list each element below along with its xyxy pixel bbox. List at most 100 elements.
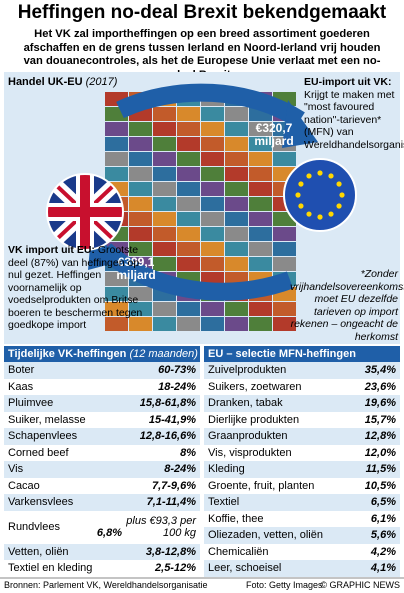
row-label: Cacao	[8, 479, 40, 492]
table-row: Varkensvlees 7,1-11,4%	[4, 494, 200, 511]
container	[225, 257, 248, 271]
container	[201, 302, 224, 316]
container	[201, 122, 224, 136]
container	[249, 152, 272, 166]
row-label: Varkensvlees	[8, 496, 74, 509]
value: 7,1-11,4%	[146, 496, 196, 509]
value: 15,7%	[364, 413, 396, 426]
row-label: Chemicaliën	[208, 545, 269, 558]
value: 18-24%	[158, 380, 196, 393]
value: 4,2%	[370, 545, 396, 558]
container	[225, 197, 248, 211]
container	[249, 302, 272, 316]
container	[129, 197, 152, 211]
container	[177, 242, 200, 256]
container	[153, 197, 176, 211]
row-value: 15,7%	[365, 414, 396, 426]
row-label: Kaas	[8, 380, 34, 393]
table-row: Chemicaliën 4,2%	[204, 543, 400, 560]
container	[153, 212, 176, 226]
table-row: Corned beef 8%	[4, 444, 200, 461]
star	[328, 211, 334, 217]
star	[317, 214, 323, 220]
row-label: Oliezaden, vetten, oliën	[208, 529, 323, 542]
row-label: Textiel en kleding	[8, 562, 93, 575]
container	[177, 317, 200, 331]
row-label: Suikers, zoetwaren	[208, 380, 302, 393]
table-row: Dierlijke produkten 15,7%	[204, 411, 400, 428]
value: 12,0%	[364, 446, 396, 459]
table-row: Boter 60-73%	[4, 362, 200, 379]
row-value: 8-24%	[164, 463, 196, 475]
table-row: Suikers, zoetwaren 23,6%	[204, 378, 400, 395]
star	[306, 173, 312, 179]
value: 19,6%	[364, 397, 396, 410]
row-value: 8%	[180, 447, 196, 459]
row-label: Textiel	[208, 496, 240, 509]
container	[153, 257, 176, 271]
subtitle: Het VK zal importheffingen op een breed …	[23, 28, 381, 81]
row-value: 5,6%	[371, 529, 396, 541]
container	[105, 302, 128, 316]
value-note: plus €93,3 per 100 kg	[126, 515, 196, 539]
container	[153, 107, 176, 121]
container	[225, 227, 248, 241]
flow-label: €320,7 miljard	[254, 121, 294, 148]
value: 35,4%	[364, 364, 396, 377]
photo-credit: Foto: Getty Images	[246, 580, 323, 590]
row-value: 4,2%	[371, 546, 396, 558]
value: 12,8-16,6%	[139, 430, 196, 443]
container	[129, 317, 152, 331]
row-label: Koffie, thee	[208, 512, 264, 525]
table-row: Schapenvlees 12,8-16,6%	[4, 428, 200, 445]
header-bar	[204, 346, 400, 362]
container	[153, 152, 176, 166]
trade-title: Handel UK-EU (2017)	[8, 76, 118, 88]
row-label: Dierlijke produkten	[208, 413, 300, 426]
container	[129, 302, 152, 316]
row-value: 11,5%	[366, 463, 396, 475]
container	[153, 242, 176, 256]
container	[129, 152, 152, 166]
row-value: 23,6%	[365, 381, 396, 393]
title: Heffingen no-deal Brexit bekendgemaakt	[17, 2, 387, 23]
row-value: 6,5%	[371, 496, 396, 508]
container	[225, 167, 248, 181]
table-row: Oliezaden, vetten, oliën 5,6%	[204, 527, 400, 544]
header-bar	[4, 346, 200, 362]
container	[201, 212, 224, 226]
container	[153, 182, 176, 196]
container	[177, 257, 200, 271]
value: 11,5%	[365, 463, 396, 476]
star	[298, 203, 304, 209]
table-row: Graanprodukten 12,8%	[204, 428, 400, 445]
table-row: Vis, visprodukten 12,0%	[204, 444, 400, 461]
row-value: 6,1%	[371, 513, 396, 525]
row-label: Rundvlees	[8, 521, 60, 533]
row-label: Suiker, melasse	[8, 413, 86, 426]
container	[177, 167, 200, 181]
container	[249, 137, 272, 151]
container	[225, 212, 248, 226]
container	[249, 227, 272, 241]
container	[153, 302, 176, 316]
container	[129, 227, 152, 241]
container	[177, 182, 200, 196]
container	[129, 287, 152, 301]
container	[249, 167, 272, 181]
container	[225, 107, 248, 121]
container	[201, 152, 224, 166]
row-value: 35,4%	[365, 364, 396, 376]
table-row: Pluimvee 15,8-61,8%	[4, 395, 200, 412]
credit: © GRAPHIC NEWS	[320, 580, 400, 590]
star	[306, 211, 312, 217]
star	[295, 192, 301, 198]
row-label: Vis, visprodukten	[208, 446, 292, 459]
container	[177, 137, 200, 151]
table-row: Kleding 11,5%	[204, 461, 400, 478]
star	[339, 192, 345, 198]
container	[225, 182, 248, 196]
row-value: 2,5-12%	[155, 562, 196, 574]
table-row: Dranken, tabak 19,6%	[204, 395, 400, 412]
